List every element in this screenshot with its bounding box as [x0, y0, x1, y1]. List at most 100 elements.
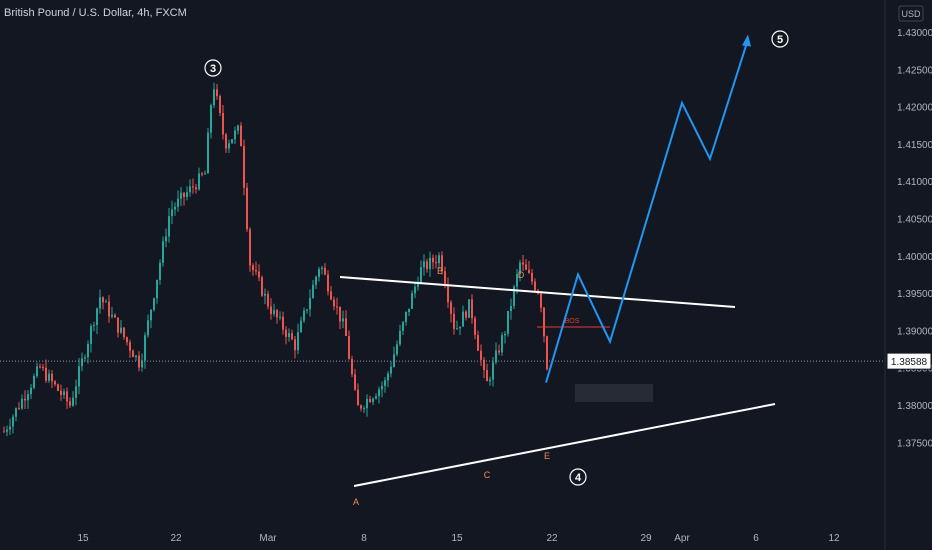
candle-body [195, 187, 197, 190]
candle-body [90, 326, 92, 344]
candle-body [201, 173, 203, 175]
candle-body [261, 277, 263, 296]
candle-body [540, 293, 542, 308]
price-tick-label: 1.41500 [897, 140, 932, 151]
candle-body [528, 269, 530, 273]
candle-body [156, 279, 158, 299]
candle-body [369, 398, 371, 403]
candle-body [174, 206, 176, 210]
candle-body [315, 276, 317, 285]
candle-body [54, 381, 56, 385]
wave-circle-3 [204, 59, 222, 77]
candle-body [129, 342, 131, 351]
candle-body [516, 273, 518, 287]
candle-body [396, 344, 398, 355]
candle-body [102, 297, 104, 303]
candle-body [45, 367, 47, 381]
price-tick-label: 1.43000 [897, 28, 932, 39]
candle-body [42, 367, 44, 369]
currency-button[interactable] [898, 5, 924, 22]
candle-body [480, 350, 482, 360]
candle-body [357, 389, 359, 406]
candle-body [267, 293, 269, 307]
candle-body [162, 241, 164, 263]
candle-body [159, 262, 161, 280]
candle-body [384, 380, 386, 386]
candle-body [180, 192, 182, 199]
triangle-point-label-c: C [484, 470, 491, 480]
candle-body [36, 366, 38, 377]
candle-body [168, 216, 170, 237]
price-tick-label: 1.40000 [897, 252, 932, 263]
upper-trendline[interactable] [339, 276, 736, 308]
lower-trendline[interactable] [353, 403, 776, 487]
candle-body [144, 335, 146, 361]
price-tick-label: 1.39500 [897, 289, 932, 300]
candle-body [294, 339, 296, 351]
candle-body [333, 299, 335, 307]
candle-body [210, 105, 212, 133]
candle-body [258, 271, 260, 278]
candle-body [507, 310, 509, 334]
time-tick-label: 6 [753, 533, 759, 544]
candle-body [393, 354, 395, 367]
candle-body [30, 387, 32, 395]
candle-body [213, 89, 215, 106]
time-tick-label: Mar [259, 533, 277, 544]
candle-body [84, 357, 86, 359]
candle-body [462, 311, 464, 327]
candle-body [18, 408, 20, 410]
candle-body [252, 265, 254, 271]
time-tick-label: 22 [546, 533, 558, 544]
current-price-badge [886, 352, 932, 370]
candle-body [246, 187, 248, 230]
candle-body [489, 379, 491, 382]
candle-body [177, 198, 179, 207]
candle-body [171, 209, 173, 217]
candle-body [477, 335, 479, 351]
candle-body [309, 298, 311, 310]
projection-path[interactable] [545, 39, 749, 383]
candle-body [99, 297, 101, 309]
triangle-point-label-a: A [353, 497, 359, 507]
candle-body [141, 360, 143, 368]
candle-body [378, 389, 380, 397]
triangle-point-label-d: D [518, 270, 525, 280]
candle-body [327, 274, 329, 292]
wave-circle-4 [569, 468, 587, 486]
candle-body [111, 314, 113, 317]
candle-body [51, 373, 53, 382]
bos-label: BOS [565, 318, 580, 325]
candle-body [423, 261, 425, 268]
candle-body [66, 391, 68, 402]
time-tick-label: 15 [77, 533, 89, 544]
candle-body [216, 89, 218, 97]
candle-body [264, 293, 266, 296]
candle-body [348, 335, 350, 360]
candle-body [399, 330, 401, 345]
candle-body [360, 405, 362, 409]
target-zone-box[interactable] [575, 384, 653, 402]
candle-body [444, 271, 446, 287]
candle-body [39, 366, 41, 368]
wave-label-4: 4 [575, 472, 582, 484]
candle-body [183, 192, 185, 197]
candle-body [471, 299, 473, 319]
time-tick-label: 29 [640, 533, 652, 544]
candle-body [228, 143, 230, 149]
candle-body [525, 264, 527, 270]
candle-body [57, 384, 59, 391]
candle-body [498, 350, 500, 353]
candle-body [225, 134, 227, 149]
candle-body [387, 373, 389, 381]
candle-body [405, 312, 407, 323]
candle-body [492, 362, 494, 380]
candle-body [96, 308, 98, 326]
candle-body [27, 394, 29, 401]
candle-body [474, 318, 476, 336]
candle-body [417, 283, 419, 287]
candle-body [432, 257, 434, 263]
candle-body [534, 281, 536, 291]
